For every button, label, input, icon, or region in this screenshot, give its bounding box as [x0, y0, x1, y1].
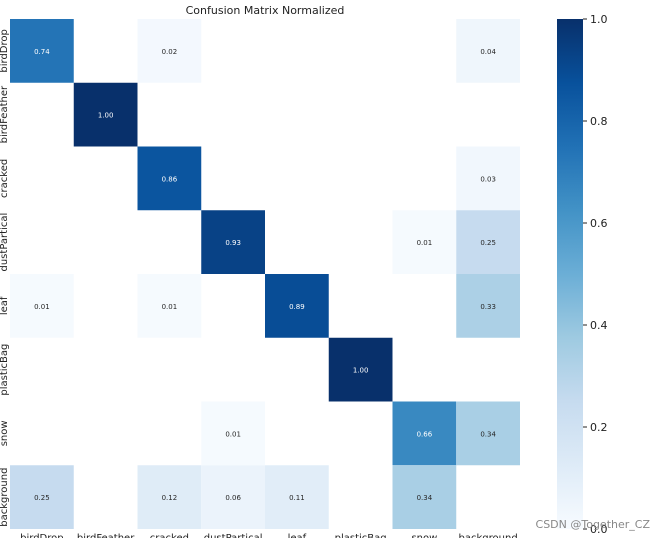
- heatmap-cell: [456, 19, 520, 83]
- heatmap-cell: [137, 465, 202, 529]
- heatmap-cell: [392, 401, 457, 466]
- cell-value-label: 0.25: [480, 239, 496, 247]
- row-label: cracked: [0, 159, 10, 198]
- heatmap-cell: [456, 274, 520, 338]
- cell-value-label: 0.33: [480, 303, 496, 311]
- row-label: birdDrop: [0, 29, 10, 72]
- row-label: birdFeather: [0, 85, 10, 143]
- cell-value-label: 0.01: [417, 239, 433, 247]
- colorbar-tick-label: 0.8: [590, 115, 608, 128]
- heatmap-cell: [392, 465, 457, 529]
- heatmap-cell: [10, 19, 74, 83]
- cell-value-label: 0.34: [417, 494, 433, 502]
- row-label: leaf: [0, 296, 10, 315]
- column-label: leaf: [288, 533, 307, 538]
- heatmap-cell: [265, 465, 329, 529]
- cell-value-label: 0.93: [225, 239, 241, 247]
- heatmap-cell: [392, 210, 457, 274]
- chart-title: Confusion Matrix Normalized: [186, 4, 345, 17]
- heatmap-cell: [201, 401, 265, 466]
- column-label: birdDrop: [20, 533, 63, 538]
- cell-value-label: 0.74: [34, 48, 50, 56]
- heatmap-cell: [137, 146, 202, 211]
- row-label: snow: [0, 420, 10, 446]
- colorbar-tick-label: 0.6: [590, 217, 608, 230]
- cell-value-label: 0.25: [34, 494, 50, 502]
- colorbar: [557, 19, 583, 529]
- column-label: background: [459, 533, 518, 538]
- heatmap-cell: [456, 146, 520, 211]
- heatmap-cell: [201, 465, 265, 529]
- heatmap-cell: [456, 401, 520, 466]
- cell-value-label: 0.02: [162, 48, 178, 56]
- heatmap-cell: [328, 337, 393, 402]
- heatmap-cell: [265, 274, 329, 338]
- heatmap-cell: [73, 82, 138, 147]
- cell-value-label: 0.66: [417, 430, 433, 438]
- cell-value-label: 0.06: [225, 494, 241, 502]
- cell-value-label: 1.00: [98, 112, 114, 120]
- cell-value-label: 0.12: [162, 494, 178, 502]
- colorbar-tick-label: 0.0: [590, 523, 608, 536]
- heatmap-cells: 0.74 0.02 0.04 1.00 0.86 0.03 0.93 0.01 0.25 0.01…: [10, 19, 520, 529]
- colorbar-tick-label: 0.4: [590, 319, 608, 332]
- heatmap-cell: [10, 274, 74, 338]
- colorbar-tick-label: 1.0: [590, 13, 608, 26]
- cell-value-label: 0.89: [289, 303, 305, 311]
- row-label: plasticBag: [0, 344, 10, 396]
- heatmap-cell: [201, 210, 265, 274]
- colorbar-tick-label: 0.2: [590, 421, 608, 434]
- column-label: dustPartical: [204, 533, 263, 538]
- cell-value-label: 0.34: [480, 430, 496, 438]
- heatmap-cell: [137, 274, 202, 338]
- cell-value-label: 1.00: [353, 367, 369, 375]
- column-label: plasticBag: [335, 533, 387, 538]
- column-label: cracked: [150, 533, 189, 538]
- heatmap-cell: [137, 19, 202, 83]
- cell-value-label: 0.01: [225, 430, 241, 438]
- heatmap-cell: [10, 465, 74, 529]
- column-label: snow: [411, 533, 437, 538]
- cell-value-label: 0.04: [480, 48, 496, 56]
- cell-value-label: 0.11: [289, 494, 305, 502]
- cell-value-label: 0.86: [162, 175, 178, 183]
- colorbar-ticks: 0.0 0.2 0.4 0.6 0.8 1.0: [583, 13, 608, 536]
- row-labels: birdDrop birdFeather cracked dustPartical le…: [0, 29, 10, 527]
- heatmap-cell: [456, 210, 520, 274]
- row-label: background: [0, 468, 10, 527]
- column-labels: birdDrop birdFeather cracked dustPartical le…: [20, 533, 518, 538]
- cell-value-label: 0.01: [162, 303, 178, 311]
- row-label: dustPartical: [0, 213, 10, 272]
- watermark: CSDN @Together_CZ: [536, 518, 651, 531]
- cell-value-label: 0.01: [34, 303, 50, 311]
- column-label: birdFeather: [77, 533, 135, 538]
- cell-value-label: 0.03: [480, 175, 496, 183]
